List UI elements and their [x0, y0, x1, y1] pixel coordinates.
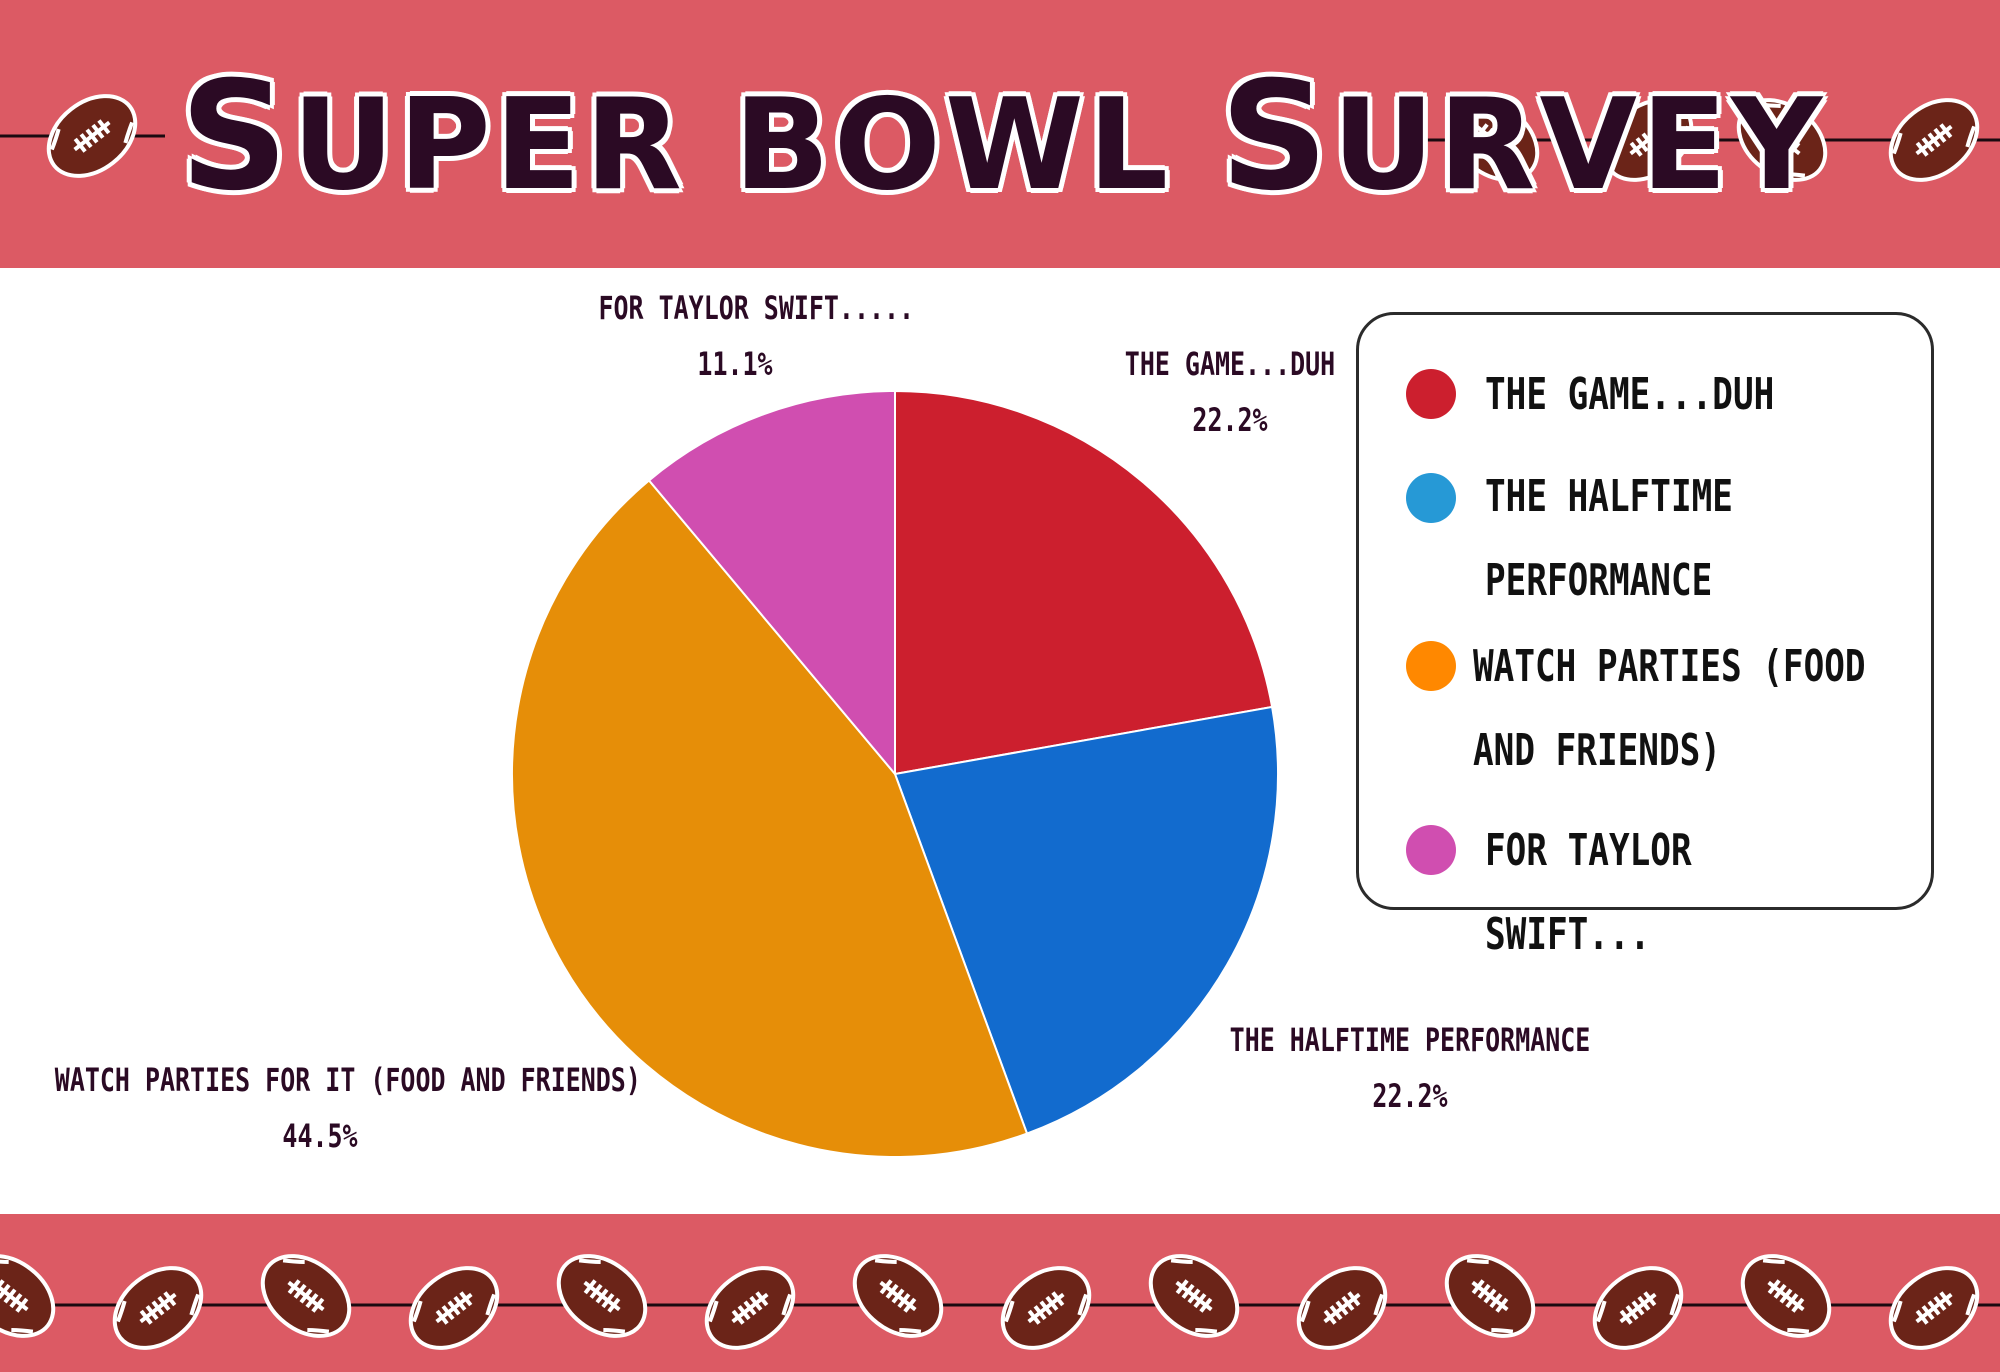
slice-label-halftime-value: 22.2% — [1372, 1077, 1448, 1115]
page-title-text: SUPER BOWL SURVEY — [180, 50, 1827, 224]
football-icon — [556, 1254, 648, 1338]
legend-label-halftime: THE HALFTIME PERFORMANCE — [1485, 471, 1733, 606]
footer-band — [0, 1214, 2000, 1372]
legend-dot-game — [1406, 369, 1456, 419]
legend-label-watch-parties: WATCH PARTIES (FOOD AND FRIENDS) — [1473, 641, 1866, 776]
slice-label-watch-parties-value: 44.5% — [282, 1117, 358, 1155]
football-icon — [1888, 98, 1980, 182]
football-icon — [1148, 1254, 1240, 1338]
pie-slice-game — [894, 389, 1274, 776]
football-icon — [260, 1254, 352, 1338]
footer-decoration — [0, 1214, 2000, 1372]
legend-label-game: THE GAME...DUH — [1485, 369, 1775, 420]
slice-label-taylor-swift-value: 11.1% — [697, 345, 773, 383]
legend-dot-halftime — [1406, 473, 1456, 523]
header-decoration — [0, 0, 2000, 268]
pie-slice-watch-parties — [511, 479, 1029, 1158]
slice-label-watch-parties: WATCH PARTIES FOR IT (FOOD AND FRIENDS) … — [54, 1052, 641, 1164]
football-icon — [1000, 1266, 1092, 1350]
page-title: SUPER BOWL SURVEY — [180, 62, 1826, 218]
football-icon — [0, 1254, 56, 1338]
football-icon — [46, 94, 138, 178]
football-icon — [1444, 1254, 1536, 1338]
football-icon — [1888, 1266, 1980, 1350]
football-icon — [112, 1266, 204, 1350]
slice-label-game: THE GAME...DUH 22.2% — [1113, 336, 1347, 448]
slice-label-halftime: THE HALFTIME PERFORMANCE 22.2% — [1192, 1012, 1629, 1124]
football-icon — [1448, 98, 1540, 182]
legend-label-taylor-swift: FOR TAYLOR SWIFT... — [1485, 825, 1692, 960]
football-icon — [852, 1254, 944, 1338]
pie-slice-halftime — [893, 705, 1279, 1135]
chart-legend: THE GAME...DUH THE HALFTIME PERFORMANCE … — [1356, 312, 1934, 960]
slice-label-taylor-swift-name: FOR TAYLOR SWIFT..... — [598, 289, 915, 327]
slice-label-watch-parties-name: WATCH PARTIES FOR IT (FOOD AND FRIENDS) — [54, 1061, 641, 1099]
slice-label-game-value: 22.2% — [1192, 401, 1268, 439]
slice-label-game-name: THE GAME...DUH — [1124, 345, 1336, 383]
header-band — [0, 0, 2000, 268]
football-icon — [1740, 1254, 1832, 1338]
slice-label-taylor-swift: FOR TAYLOR SWIFT..... 11.1% — [598, 280, 915, 392]
pie-slice-taylor-swift — [647, 389, 896, 777]
football-icon — [1296, 1266, 1388, 1350]
slice-label-halftime-name: THE HALFTIME PERFORMANCE — [1229, 1021, 1591, 1059]
football-icon — [1736, 98, 1828, 182]
legend-dot-taylor-swift — [1406, 825, 1456, 875]
legend-dot-watch-parties — [1406, 641, 1456, 691]
football-icon — [1592, 1266, 1684, 1350]
football-icon — [1602, 98, 1694, 182]
